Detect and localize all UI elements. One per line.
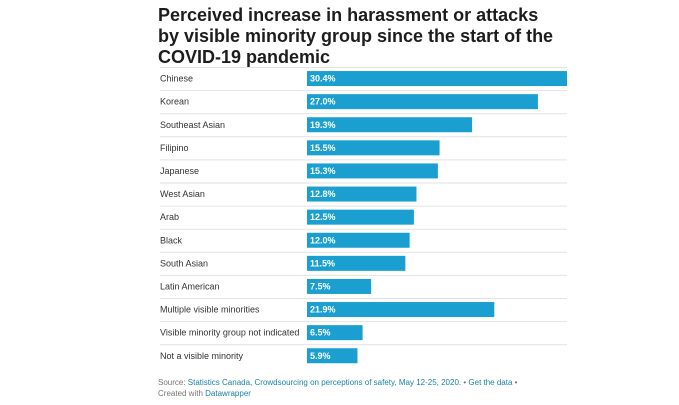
category-label: Not a visible minority — [160, 351, 244, 361]
bar — [307, 186, 417, 202]
category-label: Arab — [160, 212, 179, 222]
source-prefix: Source: — [158, 378, 188, 387]
chart-title: Perceived increase in harassment or atta… — [158, 5, 554, 67]
datawrapper-link[interactable]: Datawrapper — [205, 389, 251, 398]
source-link[interactable]: Statistics Canada, Crowdsourcing on perc… — [187, 378, 462, 387]
value-label: 6.5% — [310, 328, 331, 338]
category-label: Latin American — [160, 281, 220, 291]
category-label: West Asian — [160, 189, 205, 199]
bar — [307, 278, 372, 294]
value-label: 12.8% — [310, 189, 336, 199]
value-label: 15.5% — [310, 143, 336, 153]
created-with-text: Created with — [158, 389, 206, 398]
get-the-data-link[interactable]: Get the data — [468, 378, 513, 387]
bar-rows: Chinese 30.4% Korean 27.0% Southeast Asian 19… — [160, 67, 567, 364]
value-label: 19.3% — [310, 120, 336, 130]
value-label: 7.5% — [310, 281, 331, 291]
category-label: Korean — [160, 97, 189, 107]
value-label: 12.0% — [310, 235, 336, 245]
category-label: Filipino — [160, 143, 189, 153]
bar-chart: Chinese 30.4% Korean 27.0% Southeast Asian 19… — [160, 67, 567, 364]
chart-footer: Source: Statistics Canada, Crowdsourcing… — [158, 377, 628, 399]
footer-separator: • — [461, 378, 469, 387]
bar — [307, 140, 440, 156]
bar — [307, 94, 538, 110]
value-label: 15.3% — [310, 166, 336, 176]
category-label: Chinese — [160, 74, 193, 84]
bar — [307, 302, 495, 318]
category-label: Multiple visible minorities — [160, 305, 260, 315]
category-label: Japanese — [160, 166, 199, 176]
category-label: Southeast Asian — [160, 120, 225, 130]
bar — [307, 348, 358, 364]
bar — [307, 209, 414, 225]
bar — [307, 232, 410, 248]
value-label: 21.9% — [310, 305, 336, 315]
category-label: Black — [160, 235, 183, 245]
value-label: 27.0% — [310, 97, 336, 107]
bar — [307, 117, 473, 133]
value-label: 30.4% — [310, 74, 336, 84]
value-label: 5.9% — [310, 351, 331, 361]
category-label: Visible minority group not indicated — [160, 328, 299, 338]
footer-separator: • — [512, 378, 518, 387]
value-label: 11.5% — [310, 258, 335, 268]
bar — [307, 255, 406, 271]
value-label: 12.5% — [310, 212, 336, 222]
category-label: South Asian — [160, 258, 208, 268]
bar — [307, 325, 363, 341]
bar — [307, 163, 438, 179]
bar — [307, 71, 567, 87]
